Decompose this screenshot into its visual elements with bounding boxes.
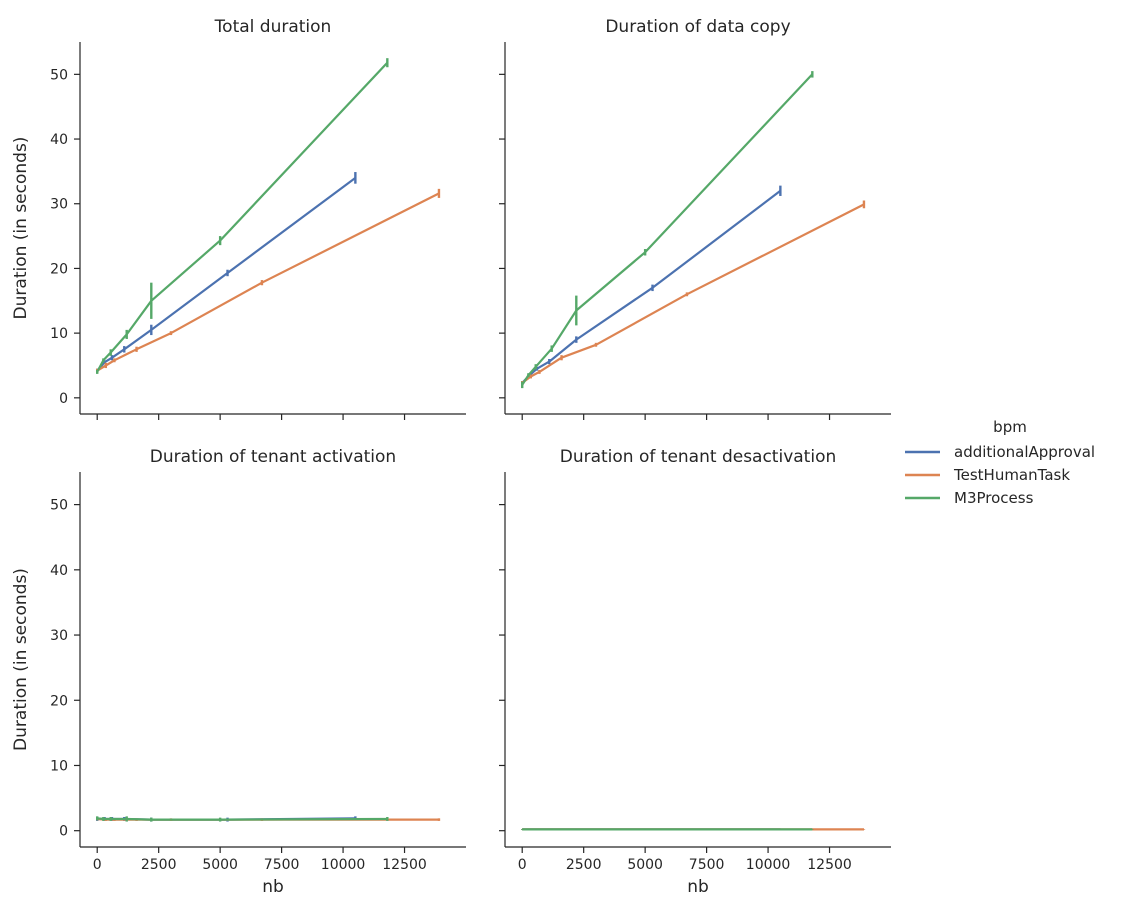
legend-label-M3Process: M3Process	[954, 489, 1034, 507]
panel-title: Total duration	[214, 17, 332, 37]
y-tick-label: 0	[59, 391, 68, 407]
legend: bpm additionalApproval TestHumanTask M3Proc…	[905, 418, 1095, 507]
y-tick-label: 20	[50, 261, 68, 277]
series-additionalApproval	[521, 185, 782, 385]
x-tick-label: 0	[93, 857, 102, 873]
legend-label-additionalApproval: additionalApproval	[954, 443, 1095, 461]
series-line	[521, 189, 782, 384]
panel-title: Duration of tenant desactivation	[560, 447, 837, 467]
x-tick-label: 7500	[264, 857, 300, 873]
x-tick-label: 7500	[689, 857, 725, 873]
x-axis-label: nb	[687, 877, 709, 897]
series-TestHumanTask	[521, 200, 866, 385]
panel-4: Duration of tenant desactivation 0 2500 500…	[499, 447, 891, 897]
x-tick-label: 10000	[746, 857, 791, 873]
series-line	[96, 177, 357, 372]
x-tick-label: 5000	[627, 857, 663, 873]
x-tick-label: 5000	[202, 857, 238, 873]
panel-3: Duration of tenant activation 0 10 20 30 40 50…	[11, 447, 466, 897]
series-M3Process	[96, 816, 389, 822]
y-tick-label: 30	[50, 197, 68, 213]
y-tick-label: 20	[50, 693, 68, 709]
series-line	[97, 817, 388, 821]
y-tick-label: 50	[50, 498, 68, 514]
x-tick-label: 2500	[141, 857, 177, 873]
y-axis-label: Duration (in seconds)	[11, 568, 31, 751]
panel-2: Duration of data copy	[499, 17, 891, 420]
x-tick-label: 2500	[566, 857, 602, 873]
series-M3Process	[96, 58, 389, 374]
y-axis-label: Duration (in seconds)	[11, 137, 31, 320]
y-tick-label: 0	[59, 824, 68, 840]
y-tick-label: 10	[50, 758, 68, 774]
series-M3Process	[521, 828, 814, 831]
x-tick-label: 0	[518, 857, 527, 873]
series-line	[96, 192, 440, 372]
y-tick-label: 50	[50, 67, 68, 83]
y-tick-label: 30	[50, 628, 68, 644]
y-tick-label: 40	[50, 563, 68, 579]
legend-title: bpm	[993, 418, 1027, 436]
panel-1: Total duration 0 10 20 30 40 50 Duration (in se…	[11, 17, 466, 420]
y-tick-label: 10	[50, 326, 68, 342]
x-tick-label: 12500	[382, 857, 427, 873]
panel-title: Duration of tenant activation	[150, 447, 396, 467]
legend-label-TestHumanTask: TestHumanTask	[953, 466, 1070, 484]
series-additionalApproval	[96, 172, 357, 373]
series-TestHumanTask	[96, 188, 441, 373]
x-tick-label: 10000	[321, 857, 366, 873]
series-line	[96, 61, 389, 373]
y-tick-label: 40	[50, 132, 68, 148]
x-axis-label: nb	[262, 877, 284, 897]
series-line	[521, 203, 865, 384]
panel-title: Duration of data copy	[605, 17, 790, 37]
series-M3Process	[521, 71, 814, 389]
series-line	[521, 73, 814, 386]
x-tick-label: 12500	[807, 857, 852, 873]
